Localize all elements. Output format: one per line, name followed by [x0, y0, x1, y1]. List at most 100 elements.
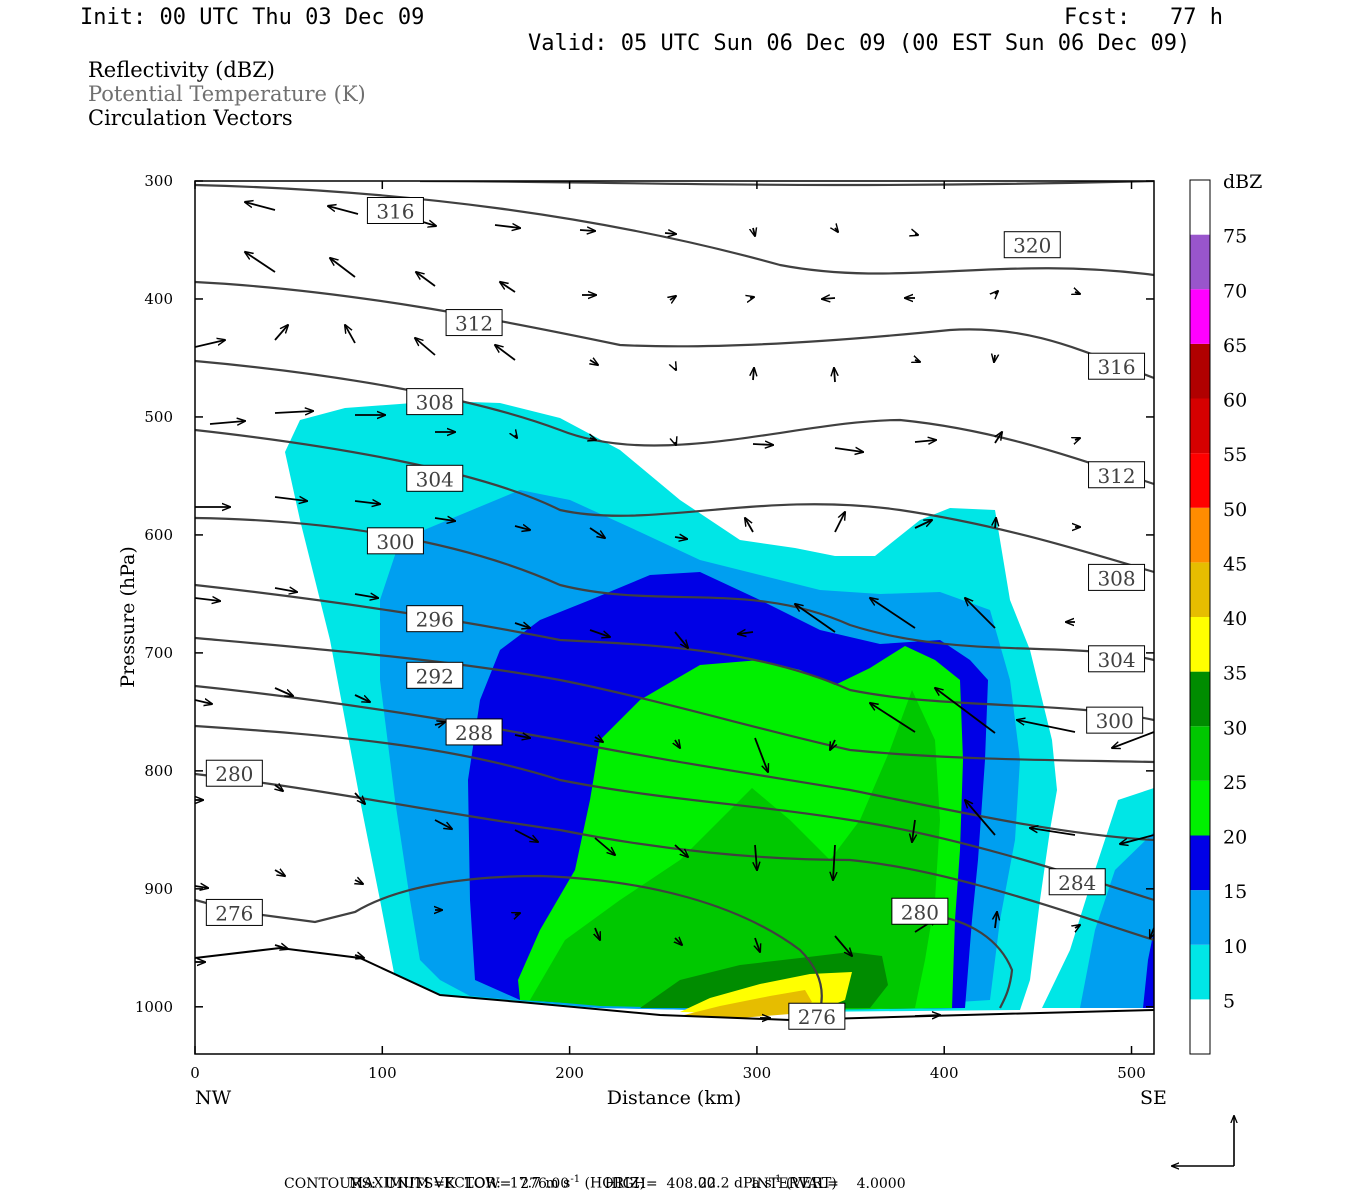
circulation-vector — [209, 421, 245, 424]
circulation-vector — [195, 700, 212, 704]
x-axis-label: Distance (km) — [607, 1087, 742, 1109]
field-label-potential-temperature: Potential Temperature (K) — [88, 82, 366, 106]
circulation-vector — [1075, 925, 1080, 928]
circulation-vector — [965, 800, 996, 836]
circulation-vector — [274, 411, 313, 413]
colorbar-frame — [1189, 179, 1211, 1055]
circulation-vector — [354, 594, 378, 598]
circulation-vector — [834, 935, 852, 956]
circulation-vector — [674, 631, 688, 648]
y-tick-label: 600 — [144, 526, 173, 544]
colorbar-label: 60 — [1223, 390, 1247, 412]
theta-label: 300 — [376, 530, 414, 554]
theta-label-box — [1088, 352, 1146, 380]
colorbar-swatch — [1190, 944, 1210, 1000]
theta-label: 304 — [1097, 648, 1135, 672]
circulation-vector — [1030, 828, 1076, 836]
colorbar-swatch — [1190, 234, 1210, 290]
theta-label: 316 — [376, 199, 414, 223]
dbz-10-area-right — [1080, 832, 1154, 1008]
theta-label-box — [205, 898, 263, 926]
circulation-vector — [995, 518, 996, 529]
colorbar-unit: dBZ — [1223, 171, 1262, 193]
theta-label-box — [1003, 231, 1061, 259]
circulation-vector — [995, 912, 997, 929]
circulation-vector — [994, 355, 995, 362]
colorbar-label: 40 — [1223, 608, 1247, 630]
circulation-vector — [195, 340, 225, 348]
theta-label-box — [1088, 563, 1146, 591]
field-label-reflectivity: Reflectivity (dBZ) — [88, 58, 276, 82]
theta-contour-labels: 316 320 312 316 308 312 304 300 308 296 304 292 300 2… — [205, 196, 1146, 1030]
colorbar-label: 10 — [1223, 936, 1247, 958]
colorbar-swatch — [1190, 562, 1210, 617]
field-label-circulation-vectors: Circulation Vectors — [88, 106, 293, 130]
circulation-vector — [415, 338, 436, 356]
circulation-vector — [328, 206, 359, 215]
circulation-vector — [245, 252, 276, 273]
circulation-vector — [434, 819, 452, 829]
circulation-vector — [354, 955, 364, 958]
colorbar-swatch — [1190, 890, 1210, 945]
theta-label: 288 — [455, 721, 493, 745]
circulation-vector — [675, 938, 682, 945]
circulation-vector — [755, 844, 757, 870]
colorbar-label: 25 — [1223, 772, 1247, 794]
circulation-vector — [750, 297, 754, 298]
colorbar-label: 65 — [1223, 335, 1247, 357]
circulation-vector — [830, 739, 835, 750]
circulation-vector — [354, 501, 380, 504]
y-tick-label: 900 — [144, 880, 173, 898]
circulation-vector — [1075, 438, 1080, 440]
theta-label-box — [788, 1002, 846, 1030]
circulation-vector — [195, 886, 208, 888]
circulation-vector — [915, 360, 920, 362]
theta-label-box — [445, 309, 503, 337]
theta-label: 276 — [215, 901, 253, 925]
circulation-vector — [245, 202, 276, 211]
circulation-vector — [675, 442, 676, 445]
theta-label-box — [891, 897, 949, 925]
colorbar-label: 20 — [1223, 827, 1247, 849]
circulation-vector — [935, 688, 996, 734]
circulation-vector — [345, 325, 356, 344]
theta-label: 312 — [1097, 464, 1135, 488]
theta-label: 320 — [1013, 234, 1051, 258]
theta-label: 280 — [215, 762, 253, 786]
x-tick-label: 400 — [930, 1064, 959, 1082]
theta-label-box — [445, 718, 503, 746]
circulation-vector — [870, 598, 916, 629]
dbz-25-area — [530, 690, 940, 1010]
y-tick-label: 500 — [144, 408, 173, 426]
circulation-vector — [590, 360, 598, 365]
circulation-vector — [590, 438, 596, 440]
circulation-vector — [834, 512, 845, 533]
circulation-vector — [354, 792, 365, 804]
forecast-hour: Fcst: 77 h — [1064, 5, 1223, 30]
circulation-vector — [745, 518, 754, 533]
colorbar-swatch — [1190, 453, 1210, 508]
circulation-vector — [833, 844, 835, 880]
circulation-vector — [664, 233, 676, 234]
dbz-40-area — [680, 990, 812, 1018]
colorbar-label: 35 — [1223, 663, 1247, 685]
circulation-vector — [500, 282, 516, 293]
dbz-15-area-right — [1143, 930, 1154, 1008]
theta-label: 300 — [1096, 709, 1134, 733]
circulation-vector — [354, 694, 370, 702]
colorbar-label: 50 — [1223, 499, 1247, 521]
theta-label-box — [366, 196, 424, 224]
y-tick-label: 700 — [144, 644, 173, 662]
theta-label: 308 — [1097, 566, 1135, 590]
init-time: Init: 00 UTC Thu 03 Dec 09 — [80, 5, 425, 30]
contour-info-note: CONTOURS: UNITS=K LOW= 276.00 HIGH= 408.… — [284, 1176, 906, 1192]
colorbar-swatch — [1190, 671, 1210, 727]
circulation-vector — [275, 785, 283, 791]
theta-label: 296 — [416, 608, 454, 632]
colorbar-swatch — [1190, 726, 1210, 781]
circulation-vector — [965, 598, 996, 629]
circulation-vector — [674, 537, 687, 539]
colorbar-swatch — [1190, 289, 1210, 344]
axis-ticks: 0 100 200 300 400 500 300 400 500 600 700 800 900 100… — [135, 172, 1154, 1082]
circulation-vector — [434, 722, 445, 725]
